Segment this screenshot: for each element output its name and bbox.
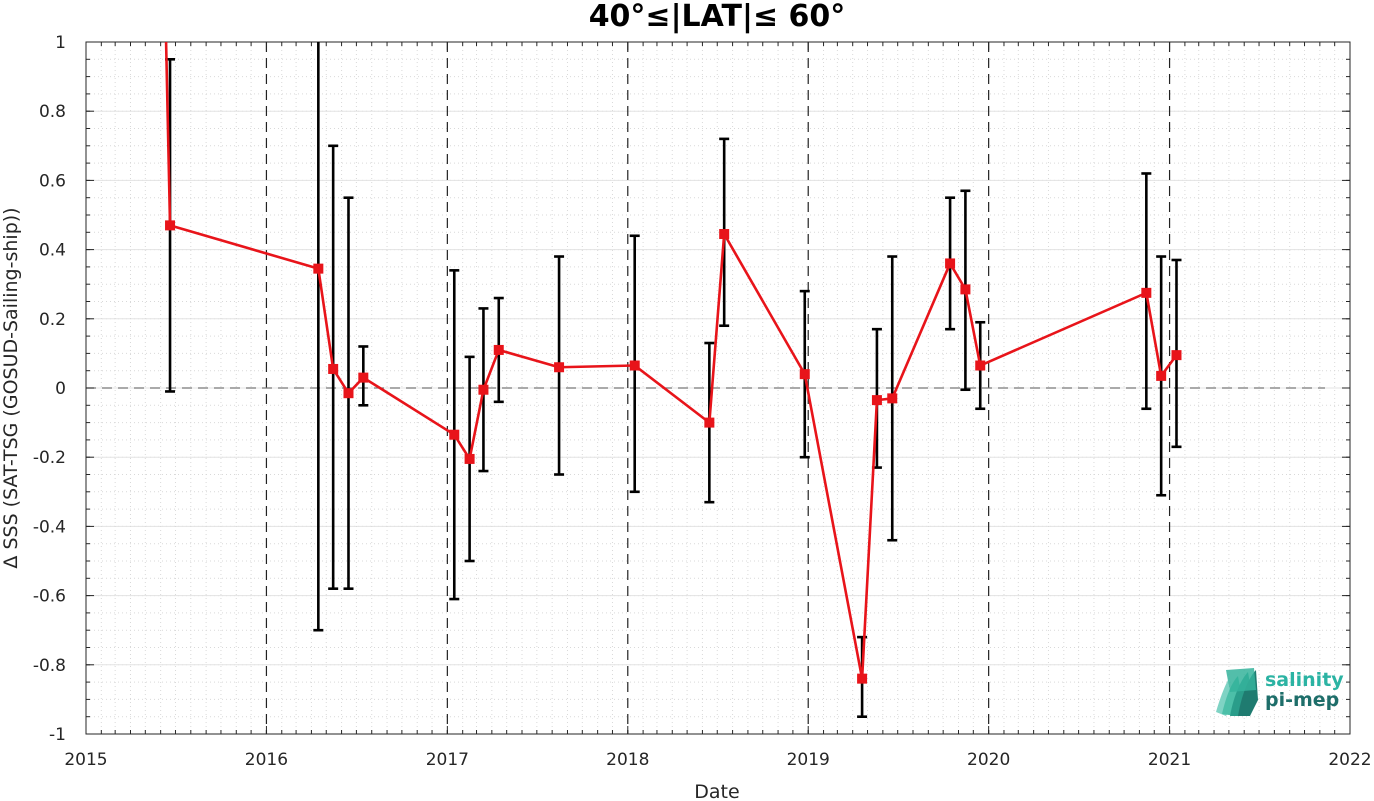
logo-text-pi-mep: pi-mep xyxy=(1265,689,1339,711)
y-tick-label: 0 xyxy=(55,379,66,399)
data-point-marker xyxy=(478,384,489,395)
data-point-marker xyxy=(1156,370,1167,381)
y-tick-label: -0.2 xyxy=(33,448,66,468)
y-tick-label: -0.4 xyxy=(33,517,66,537)
error-bars xyxy=(165,42,1182,719)
data-point-marker xyxy=(328,363,339,374)
data-point-marker xyxy=(449,429,460,440)
logo-text-salinity: salinity xyxy=(1265,669,1344,691)
data-point-marker xyxy=(704,417,715,428)
chart-title: 40°≤|LAT|≤ 60° xyxy=(589,0,846,34)
y-tick-label: -1 xyxy=(49,725,66,745)
data-point-marker xyxy=(719,229,730,240)
x-tick-label: 2015 xyxy=(64,750,107,770)
x-tick-label: 2020 xyxy=(967,750,1010,770)
data-point-marker xyxy=(313,263,324,274)
data-point-marker xyxy=(945,258,956,269)
y-tick-label: 1 xyxy=(55,33,66,53)
salinity-pi-mep-logo: salinity pi-mep xyxy=(1216,668,1344,716)
tick-labels: 1 0.8 0.6 0.4 0.2 0 -0.2 -0.4 -0.6 -0.8 -1 2015 2016… xyxy=(33,33,1372,770)
data-point-marker xyxy=(857,673,868,684)
data-series xyxy=(164,41,1182,684)
wave-logo-icon xyxy=(1216,668,1258,716)
y-axis-label: Δ SSS (SAT-TSG (GOSUD-Sailing-ship)) xyxy=(0,207,22,568)
data-point-marker xyxy=(887,393,898,404)
data-point-marker xyxy=(554,362,565,373)
x-tick-label: 2022 xyxy=(1328,750,1371,770)
data-point-marker xyxy=(871,395,882,406)
axes-layer xyxy=(85,41,1351,735)
data-point-marker xyxy=(960,284,971,295)
data-point-marker xyxy=(464,453,475,464)
y-tick-label: 0.8 xyxy=(39,102,66,122)
x-tick-label: 2019 xyxy=(787,750,830,770)
data-point-marker xyxy=(165,220,176,231)
y-tick-label: 0.4 xyxy=(39,241,66,261)
data-point-marker xyxy=(1141,287,1152,298)
data-point-marker xyxy=(358,372,369,383)
y-tick-label: 0.2 xyxy=(39,310,66,330)
x-axis-label: Date xyxy=(694,781,739,801)
y-tick-label: -0.6 xyxy=(33,587,66,607)
data-point-marker xyxy=(1171,350,1182,361)
x-tick-label: 2021 xyxy=(1148,750,1191,770)
x-tick-label: 2017 xyxy=(426,750,469,770)
data-point-marker xyxy=(493,344,504,355)
data-point-marker xyxy=(799,369,810,380)
x-tick-label: 2016 xyxy=(245,750,288,770)
data-point-marker xyxy=(975,360,986,371)
data-point-marker xyxy=(629,360,640,371)
data-point-marker xyxy=(343,388,354,399)
y-tick-label: 0.6 xyxy=(39,171,66,191)
y-tick-label: -0.8 xyxy=(33,656,66,676)
x-tick-label: 2018 xyxy=(606,750,649,770)
